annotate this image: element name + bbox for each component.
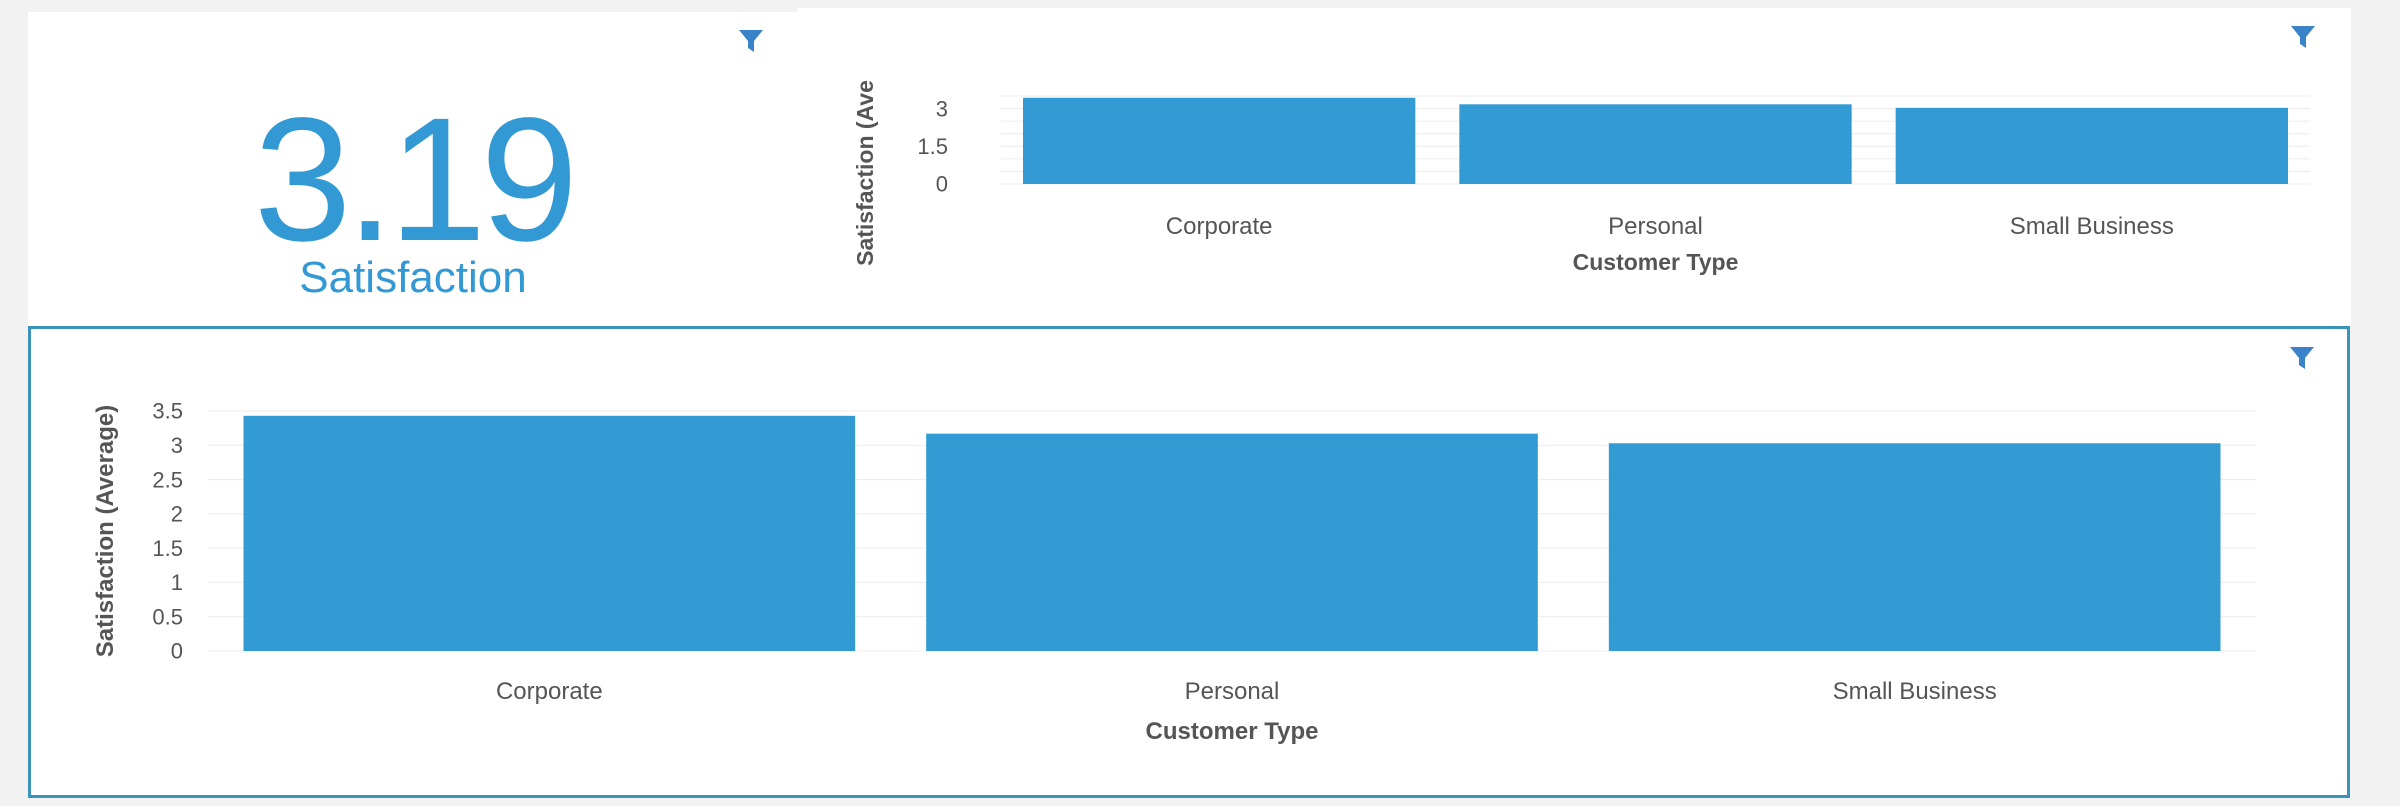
x-tick-label: Personal — [1185, 678, 1280, 705]
bar[interactable] — [1895, 107, 2288, 184]
kpi-label: Satisfaction — [299, 253, 527, 302]
y-tick-label: 1.5 — [917, 134, 948, 159]
kpi-card: 5 3.19 Satisfaction — [28, 12, 798, 328]
y-tick-label: 0 — [171, 639, 183, 664]
svg-text:5: 5 — [2308, 359, 2313, 369]
bar[interactable] — [1608, 443, 2221, 651]
y-tick-label: 3.5 — [152, 399, 183, 424]
y-tick-label: 2.5 — [152, 467, 183, 492]
x-tick-label: Small Business — [1833, 678, 1997, 705]
small-bar-chart: 0 1.5 3 Corporate Personal Small Business Cust… — [852, 80, 2310, 275]
x-tick-label: Corporate — [1166, 213, 1273, 240]
y-tick-label: 0.5 — [152, 604, 183, 629]
y-axis-title: Satisfaction (Ave — [852, 80, 878, 266]
x-tick-label: Small Business — [2010, 213, 2174, 240]
y-tick-label: 2 — [171, 502, 183, 527]
x-tick-label: Personal — [1608, 213, 1703, 240]
y-tick-label: 3 — [171, 433, 183, 458]
svg-text:5: 5 — [2309, 38, 2314, 48]
y-tick-label: 1.5 — [152, 536, 183, 561]
filter-icon[interactable]: 5 — [2288, 22, 2318, 52]
bar[interactable] — [243, 415, 856, 651]
kpi-value: 3.19 — [253, 82, 579, 278]
y-tick-label: 3 — [936, 96, 948, 121]
filter-icon[interactable]: 5 — [736, 26, 766, 56]
large-chart-card[interactable]: 0 0.5 1 1.5 2 2.5 3 3.5 Corporate Personal Small B… — [28, 326, 2350, 798]
large-bar-chart: 0 0.5 1 1.5 2 2.5 3 3.5 Corporate Personal Small B… — [92, 399, 2256, 745]
y-tick-label: 0 — [936, 172, 948, 197]
bar[interactable] — [1459, 104, 1852, 184]
y-axis-title: Satisfaction (Average) — [92, 405, 119, 658]
bar[interactable] — [926, 433, 1538, 651]
x-axis-title: Customer Type — [1573, 249, 1739, 275]
small-chart-card: 0 1.5 3 Corporate Personal Small Business Cust… — [798, 8, 2351, 326]
x-axis-title: Customer Type — [1146, 718, 1319, 745]
svg-text:5: 5 — [757, 42, 762, 52]
x-tick-label: Corporate — [496, 678, 603, 705]
filter-icon[interactable]: 5 — [2287, 343, 2317, 373]
bar[interactable] — [1023, 97, 1416, 184]
y-tick-label: 1 — [171, 570, 183, 595]
